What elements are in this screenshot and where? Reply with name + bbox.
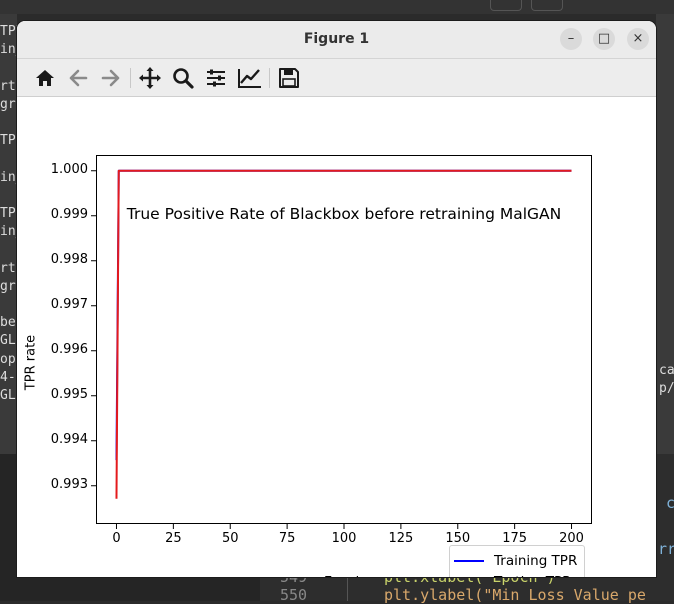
x-tick-label: 25 bbox=[165, 531, 182, 546]
background-terminal-line: TPR bbox=[0, 133, 17, 149]
x-tick-label: 0 bbox=[112, 531, 121, 546]
customize-button[interactable] bbox=[236, 64, 264, 92]
legend-item-testing: Testing TPR bbox=[454, 572, 584, 577]
maximize-icon: □ bbox=[597, 31, 611, 46]
plot-frame bbox=[96, 155, 592, 524]
background-terminal-right: ca p/x bbox=[656, 14, 674, 454]
legend-label-training: Training TPR bbox=[494, 553, 578, 569]
window-titlebar[interactable]: Figure 1 – □ × bbox=[17, 21, 656, 59]
background-terminal-line: gre bbox=[0, 96, 17, 112]
y-tick-label: 0.994 bbox=[50, 431, 88, 447]
x-axis-label: Epoch bbox=[324, 575, 364, 577]
save-button[interactable] bbox=[275, 64, 303, 92]
series-line-training bbox=[115, 169, 572, 461]
background-terminal-line: ca bbox=[659, 363, 674, 378]
background-code-fragment: c bbox=[666, 494, 674, 512]
x-tick-label: 150 bbox=[445, 531, 471, 546]
forward-icon bbox=[101, 69, 120, 87]
subplots-button[interactable] bbox=[202, 64, 230, 92]
background-terminal-line: 4-1 bbox=[0, 369, 17, 385]
home-button[interactable] bbox=[31, 64, 59, 92]
background-terminal-line: rt bbox=[0, 260, 16, 276]
forward-button[interactable] bbox=[97, 64, 125, 92]
x-tick-label: 100 bbox=[331, 531, 357, 546]
x-tick-label: 175 bbox=[502, 531, 528, 546]
pan-button[interactable] bbox=[136, 64, 164, 92]
y-tick-label: 0.993 bbox=[50, 476, 88, 492]
background-terminal-line: op bbox=[0, 351, 16, 367]
back-button[interactable] bbox=[64, 64, 92, 92]
line-number: 550 bbox=[280, 586, 308, 604]
background-terminal-left: TPRin_rtgreTPRin_TPRin_rtgrebeGLop4-1GL bbox=[0, 14, 17, 454]
y-tick-label: 1.000 bbox=[50, 161, 88, 177]
y-tick-label: 0.997 bbox=[50, 296, 88, 312]
minimize-button[interactable]: – bbox=[560, 28, 582, 50]
series-line-testing bbox=[115, 169, 572, 499]
background-terminal-line: p/x bbox=[659, 381, 674, 396]
background-terminal-line: in_ bbox=[0, 169, 17, 185]
y-tick-label: 0.996 bbox=[50, 341, 88, 357]
y-tick-label: 0.998 bbox=[50, 251, 88, 267]
home-icon bbox=[36, 70, 54, 86]
background-terminal-line: in_ bbox=[0, 224, 17, 240]
zoom-button[interactable] bbox=[169, 64, 197, 92]
figure-canvas[interactable]: True Positive Rate of Blackbox before re… bbox=[17, 97, 656, 577]
background-terminal-line: TPR bbox=[0, 206, 17, 221]
code-line: plt.ylabel("Min Loss Value pe bbox=[384, 586, 646, 604]
window-title: Figure 1 bbox=[303, 31, 370, 47]
legend-line-training bbox=[454, 560, 484, 562]
customize-icon bbox=[238, 69, 261, 88]
minimize-icon: – bbox=[567, 31, 575, 46]
close-icon: × bbox=[632, 31, 644, 46]
x-tick-label: 125 bbox=[388, 531, 414, 546]
plot-area bbox=[91, 155, 592, 529]
toolbar-separator bbox=[130, 68, 131, 88]
navigation-toolbar bbox=[17, 59, 656, 97]
editor-indent-guide bbox=[347, 560, 348, 601]
toolbar-separator bbox=[269, 68, 270, 88]
close-button[interactable]: × bbox=[627, 28, 649, 50]
background-terminal-line: rt bbox=[0, 78, 16, 94]
maximize-button[interactable]: □ bbox=[593, 28, 615, 50]
legend-label-testing: Testing TPR bbox=[494, 574, 572, 577]
y-tick-label: 0.999 bbox=[50, 206, 88, 222]
background-topbar-button bbox=[490, 0, 522, 11]
subplots-icon bbox=[207, 69, 225, 87]
background-terminal-line: GL bbox=[0, 333, 16, 349]
background-terminal-line: in_ bbox=[0, 42, 17, 58]
legend: Training TPR Testing TPR bbox=[449, 545, 585, 577]
x-tick-label: 200 bbox=[559, 531, 584, 546]
background-terminal-line: be bbox=[0, 315, 16, 331]
zoom-icon bbox=[173, 68, 194, 89]
background-topbar bbox=[0, 0, 674, 14]
background-terminal-line: gre bbox=[0, 278, 17, 294]
y-tick-label: 0.995 bbox=[50, 386, 88, 402]
figure-window: Figure 1 – □ × bbox=[17, 21, 656, 577]
x-tick-label: 75 bbox=[278, 531, 296, 546]
back-icon bbox=[69, 69, 88, 87]
background-code-fragment: rr bbox=[658, 540, 674, 558]
chart-title: True Positive Rate of Blackbox before re… bbox=[126, 205, 562, 223]
background-topbar-button bbox=[531, 0, 563, 11]
legend-item-training: Training TPR bbox=[454, 551, 584, 571]
x-tick-label: 50 bbox=[221, 531, 239, 546]
pan-icon bbox=[139, 67, 161, 89]
save-icon bbox=[279, 68, 299, 88]
background-terminal-line: GL bbox=[0, 388, 16, 403]
background-terminal-line: TPR bbox=[0, 24, 17, 39]
